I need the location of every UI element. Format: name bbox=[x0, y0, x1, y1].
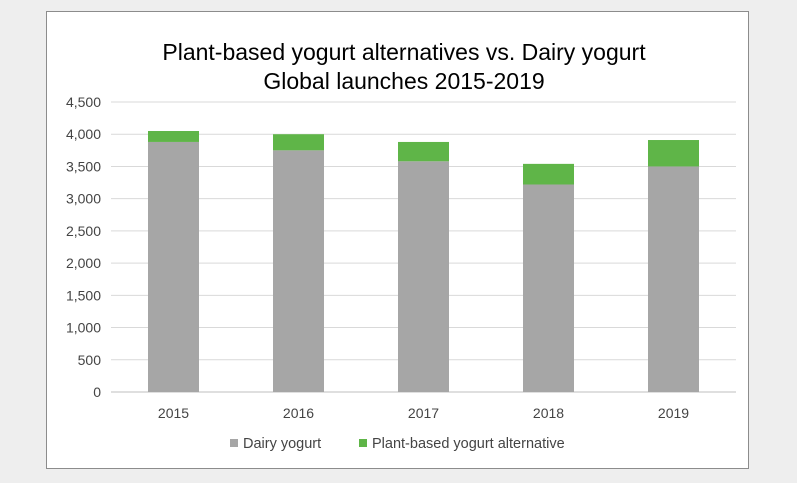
bar-dairy-yogurt bbox=[398, 161, 449, 392]
y-tick-label: 4,000 bbox=[66, 126, 101, 142]
y-tick-label: 3,000 bbox=[66, 191, 101, 207]
stacked-bar-chart: Plant-based yogurt alternatives vs. Dair… bbox=[66, 39, 736, 452]
y-tick-label: 1,500 bbox=[66, 287, 101, 303]
y-tick-label: 0 bbox=[93, 384, 101, 400]
y-tick-label: 1,000 bbox=[66, 320, 101, 336]
legend-swatch bbox=[359, 439, 367, 447]
y-tick-label: 500 bbox=[78, 352, 102, 368]
bar-plant-based-alternative bbox=[273, 134, 324, 151]
chart-frame: Plant-based yogurt alternatives vs. Dair… bbox=[46, 11, 749, 469]
y-tick-label: 2,500 bbox=[66, 223, 101, 239]
bar-dairy-yogurt bbox=[648, 166, 699, 392]
y-tick-label: 2,000 bbox=[66, 255, 101, 271]
x-tick-label: 2017 bbox=[408, 405, 439, 421]
legend-label: Dairy yogurt bbox=[243, 436, 321, 452]
x-tick-label: 2019 bbox=[658, 405, 689, 421]
x-tick-label: 2015 bbox=[158, 405, 189, 421]
y-axis-tick-labels: 0 500 1,000 1,500 2,000 2,500 3,000 3,500 4,000 4… bbox=[66, 94, 101, 400]
legend-label: Plant-based yogurt alternative bbox=[372, 436, 565, 452]
x-tick-label: 2016 bbox=[283, 405, 314, 421]
legend: Dairy yogurt Plant-based yogurt alternati… bbox=[230, 436, 565, 452]
bar-dairy-yogurt bbox=[148, 141, 199, 392]
bar-dairy-yogurt bbox=[273, 150, 324, 392]
bars bbox=[148, 131, 699, 392]
x-axis-tick-labels: 2015 2016 2017 2018 2019 bbox=[158, 405, 689, 421]
chart-title: Plant-based yogurt alternatives vs. Dair… bbox=[162, 39, 646, 65]
legend-swatch bbox=[230, 439, 238, 447]
x-tick-label: 2018 bbox=[533, 405, 564, 421]
bar-plant-based-alternative bbox=[398, 141, 449, 162]
bar-plant-based-alternative bbox=[148, 131, 199, 142]
chart-subtitle: Global launches 2015-2019 bbox=[263, 68, 544, 94]
bar-plant-based-alternative bbox=[523, 163, 574, 185]
y-tick-label: 4,500 bbox=[66, 94, 101, 110]
bar-dairy-yogurt bbox=[523, 184, 574, 392]
bar-plant-based-alternative bbox=[648, 140, 699, 167]
y-tick-label: 3,500 bbox=[66, 158, 101, 174]
